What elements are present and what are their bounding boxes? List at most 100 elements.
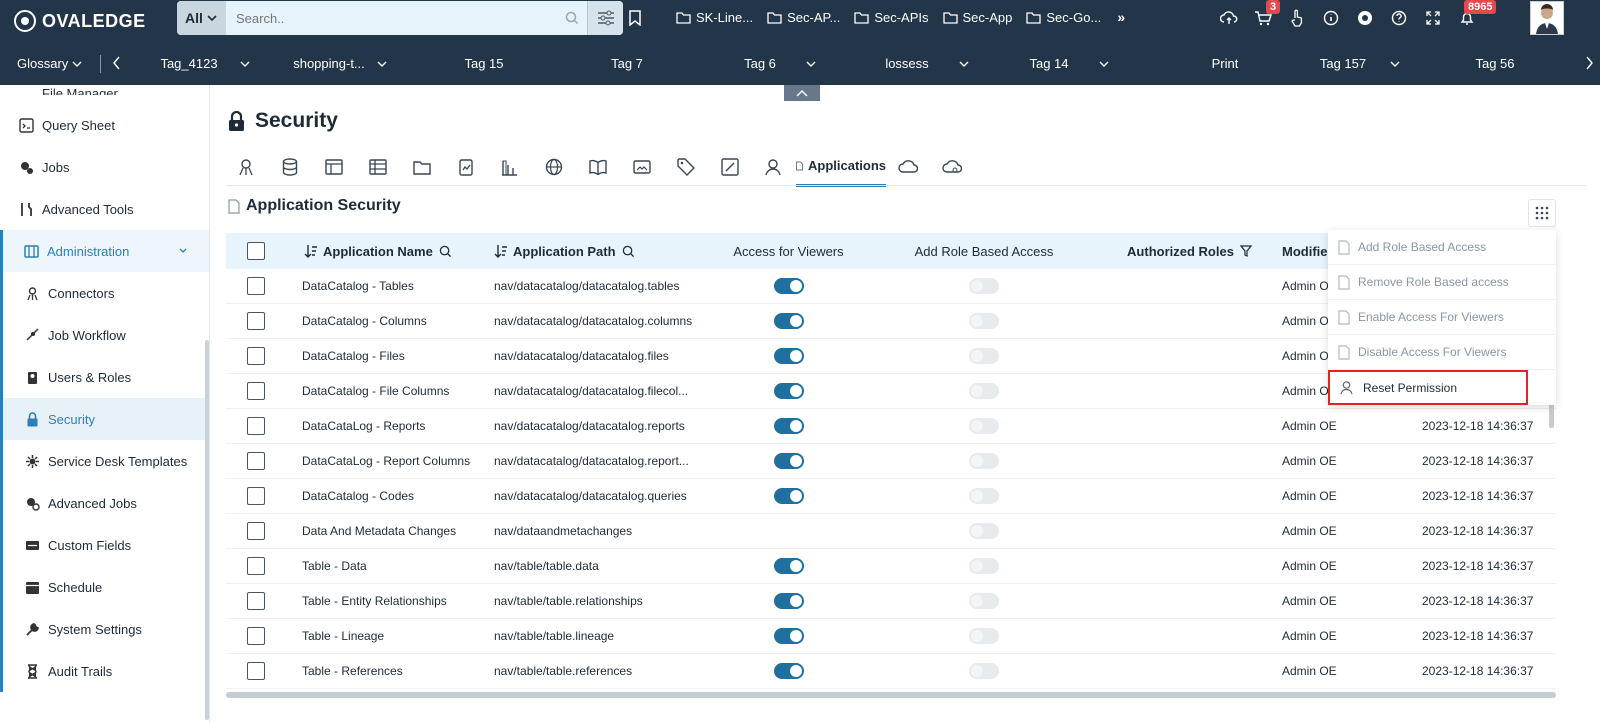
tag-item[interactable]: lossess bbox=[882, 56, 972, 71]
role-based-access-toggle[interactable] bbox=[969, 558, 999, 574]
sort-icon[interactable] bbox=[494, 244, 508, 258]
table-row[interactable]: Table - Lineage nav/table/table.lineage Ad… bbox=[226, 619, 1556, 654]
table-row[interactable]: Data And Metadata Changes nav/dataandmeta… bbox=[226, 514, 1556, 549]
tab-apis[interactable] bbox=[886, 147, 930, 187]
menu-item-add-role-based-access[interactable]: Add Role Based Access bbox=[1328, 230, 1556, 265]
sidebar-item-audit-trails[interactable]: Audit Trails bbox=[3, 650, 209, 692]
actions-menu-button[interactable] bbox=[1528, 199, 1556, 227]
chrome-icon[interactable] bbox=[1348, 1, 1382, 35]
table-row[interactable]: DataCatalog - Tables nav/datacatalog/data… bbox=[226, 269, 1556, 304]
access-for-viewers-toggle[interactable] bbox=[773, 558, 804, 574]
tab-charts[interactable] bbox=[488, 147, 532, 187]
select-all-checkbox[interactable] bbox=[247, 242, 265, 260]
tag-item[interactable]: Tag 6 bbox=[740, 56, 820, 71]
tab-users[interactable] bbox=[752, 147, 796, 187]
search-icon[interactable] bbox=[622, 245, 635, 258]
row-checkbox[interactable] bbox=[247, 592, 265, 610]
sidebar-item-schedule[interactable]: Schedule bbox=[3, 566, 209, 608]
table-row[interactable]: DataCatalog - Columns nav/datacatalog/dat… bbox=[226, 304, 1556, 339]
sidebar-item-job-workflow[interactable]: Job Workflow bbox=[3, 314, 209, 356]
row-checkbox[interactable] bbox=[247, 417, 265, 435]
tag-item[interactable]: Print bbox=[1180, 56, 1270, 71]
sidebar-item-custom-fields[interactable]: Custom Fields bbox=[3, 524, 209, 566]
access-for-viewers-toggle[interactable] bbox=[773, 383, 804, 399]
role-based-access-toggle[interactable] bbox=[969, 383, 999, 399]
tab-governance[interactable] bbox=[930, 147, 974, 187]
tab-applications[interactable]: Applications bbox=[796, 147, 886, 187]
role-based-access-toggle[interactable] bbox=[969, 663, 999, 679]
glossary-dropdown[interactable]: Glossary bbox=[0, 56, 100, 71]
table-vertical-scrollbar[interactable] bbox=[1549, 400, 1554, 428]
access-for-viewers-toggle[interactable] bbox=[773, 663, 804, 679]
expand-icon[interactable] bbox=[1416, 1, 1450, 35]
tab-tables[interactable] bbox=[312, 147, 356, 187]
notification-bell-icon[interactable]: 8965 bbox=[1450, 0, 1497, 35]
role-based-access-toggle[interactable] bbox=[969, 523, 999, 539]
info-icon[interactable] bbox=[1314, 1, 1348, 35]
access-for-viewers-toggle[interactable] bbox=[773, 278, 804, 294]
access-for-viewers-toggle[interactable] bbox=[773, 488, 804, 504]
row-checkbox[interactable] bbox=[247, 662, 265, 680]
table-row[interactable]: DataCataLog - Report Columns nav/datacata… bbox=[226, 444, 1556, 479]
search-scope-dropdown[interactable]: All bbox=[177, 1, 226, 35]
tab-columns[interactable] bbox=[356, 147, 400, 187]
ovaledge-logo[interactable]: OVALEDGE bbox=[0, 0, 176, 42]
tab-glossary[interactable] bbox=[576, 147, 620, 187]
sidebar-item-file-manager[interactable]: File Manager bbox=[0, 85, 209, 95]
cart-icon[interactable]: 3 bbox=[1246, 0, 1281, 35]
row-checkbox[interactable] bbox=[247, 277, 265, 295]
menu-item-remove-role-based-access[interactable]: Remove Role Based access bbox=[1328, 265, 1556, 300]
cloud-upload-icon[interactable] bbox=[1212, 1, 1246, 35]
role-based-access-toggle[interactable] bbox=[969, 628, 999, 644]
sidebar-item-advanced-jobs[interactable]: Advanced Jobs bbox=[3, 482, 209, 524]
user-avatar[interactable] bbox=[1530, 1, 1564, 35]
tag-item[interactable]: shopping-t... bbox=[290, 56, 390, 71]
tab-domains[interactable] bbox=[532, 147, 576, 187]
access-for-viewers-toggle[interactable] bbox=[773, 593, 804, 609]
search-icon[interactable] bbox=[439, 245, 452, 258]
row-checkbox[interactable] bbox=[247, 347, 265, 365]
search-icon[interactable] bbox=[557, 1, 587, 35]
tab-files[interactable] bbox=[400, 147, 444, 187]
table-row[interactable]: DataCatalog - File Columns nav/datacatalo… bbox=[226, 374, 1556, 409]
pinned-folder-tab[interactable]: Sec-APIs bbox=[854, 10, 929, 25]
tag-item[interactable]: Tag 15 bbox=[444, 56, 524, 71]
row-checkbox[interactable] bbox=[247, 627, 265, 645]
sidebar-item-connectors[interactable]: Connectors bbox=[3, 272, 209, 314]
access-for-viewers-toggle[interactable] bbox=[773, 453, 804, 469]
pinned-folder-tab[interactable]: Sec-AP... bbox=[767, 10, 840, 25]
table-row[interactable]: Table - Entity Relationships nav/table/ta… bbox=[226, 584, 1556, 619]
sidebar-item-query-sheet[interactable]: Query Sheet bbox=[0, 104, 209, 146]
tag-scroll-right-icon[interactable] bbox=[1584, 56, 1594, 73]
tab-images[interactable] bbox=[620, 147, 664, 187]
role-based-access-toggle[interactable] bbox=[969, 488, 999, 504]
menu-item-reset-permission[interactable]: Reset Permission bbox=[1328, 370, 1528, 405]
row-checkbox[interactable] bbox=[247, 522, 265, 540]
tag-item[interactable]: Tag 157 bbox=[1310, 56, 1410, 71]
access-for-viewers-toggle[interactable] bbox=[773, 313, 804, 329]
table-row[interactable]: Table - References nav/table/table.refere… bbox=[226, 654, 1556, 689]
menu-item-disable-access-for-viewers[interactable]: Disable Access For Viewers bbox=[1328, 335, 1556, 370]
role-based-access-toggle[interactable] bbox=[969, 348, 999, 364]
bookmark-icon[interactable] bbox=[628, 10, 642, 31]
role-based-access-toggle[interactable] bbox=[969, 313, 999, 329]
help-icon[interactable] bbox=[1382, 1, 1416, 35]
sidebar-item-system-settings[interactable]: System Settings bbox=[3, 608, 209, 650]
access-for-viewers-toggle[interactable] bbox=[773, 628, 804, 644]
role-based-access-toggle[interactable] bbox=[969, 278, 999, 294]
sidebar-scrollbar[interactable] bbox=[205, 340, 209, 720]
tab-tags[interactable] bbox=[664, 147, 708, 187]
role-based-access-toggle[interactable] bbox=[969, 453, 999, 469]
sort-icon[interactable] bbox=[304, 244, 318, 258]
sidebar-item-service-desk-templates[interactable]: Service Desk Templates bbox=[3, 440, 209, 482]
tab-rules[interactable] bbox=[708, 147, 752, 187]
hand-pointer-icon[interactable] bbox=[1280, 1, 1314, 35]
tab-connectors[interactable] bbox=[224, 147, 268, 187]
table-row[interactable]: DataCataLog - Reports nav/datacatalog/dat… bbox=[226, 409, 1556, 444]
tab-reports[interactable] bbox=[444, 147, 488, 187]
row-checkbox[interactable] bbox=[247, 382, 265, 400]
row-checkbox[interactable] bbox=[247, 487, 265, 505]
pinned-folder-tab[interactable]: Sec-Go... bbox=[1026, 10, 1101, 25]
tab-databases[interactable] bbox=[268, 147, 312, 187]
table-horizontal-scrollbar[interactable] bbox=[226, 692, 1556, 698]
